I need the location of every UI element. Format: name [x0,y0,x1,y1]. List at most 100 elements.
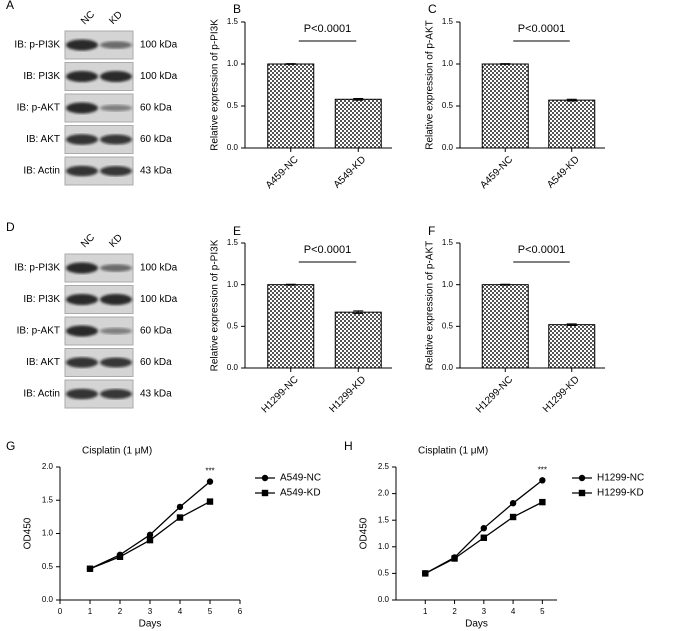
row-size: 100 kDa [140,71,178,82]
panel-label: E [233,224,241,238]
row-size: 60 kDa [140,326,172,337]
blot-band [100,104,132,112]
row-label: IB: p-PI3K [14,263,60,274]
y-tick-label: 2.0 [378,489,390,498]
significance: *** [205,467,214,476]
significance: *** [538,465,547,474]
row-label: IB: p-PI3K [14,40,60,51]
blot-band [66,262,98,274]
row-label: IB: PI3K [23,294,60,305]
lane-label: KD [107,232,125,250]
bar [481,63,529,149]
x-tick-label: 0 [58,607,63,616]
point [578,474,586,482]
y-tick-label: 1.5 [442,238,454,247]
panel-label: B [233,2,241,16]
blot-band [100,294,132,305]
p-value: P<0.0001 [304,23,351,35]
y-tick-label: 1.0 [442,280,454,289]
y-tick-label: 0.5 [227,101,239,110]
x-tick-label: A549-KD [545,154,581,190]
point [146,536,154,544]
y-tick-label: 1.0 [378,542,390,551]
y-axis-label: Relative expression of p-AKT [425,241,436,371]
blot-band [66,357,98,368]
point [261,489,269,497]
blot-band [66,294,98,305]
error-bar [285,63,296,65]
legend-label: H1299-KD [597,488,644,499]
error-bar [566,323,577,326]
p-value: P<0.0001 [518,23,565,35]
row-label: IB: Actin [23,389,60,400]
x-tick-label: 2 [452,607,457,616]
x-tick-label: 5 [208,607,213,616]
row-size: 60 kDa [140,134,172,145]
y-tick-label: 0.0 [42,595,54,604]
x-tick-label: A549-KD [332,154,368,190]
y-axis-label: Relative expression of p-PI3K [210,239,221,371]
y-tick-label: 2.5 [378,462,390,471]
blot-band [100,389,132,399]
row-label: IB: p-AKT [17,326,60,337]
row-label: IB: PI3K [23,71,60,82]
y-tick-label: 2.0 [42,462,54,471]
y-tick-label: 1.5 [442,17,454,26]
point [578,489,586,497]
row-size: 43 kDa [140,389,172,400]
chart-title: Cisplatin (1 μM) [418,446,488,457]
x-axis-label: Days [139,619,162,630]
error-bar [500,63,511,65]
legend-label: A549-NC [280,473,321,484]
y-tick-label: 1.0 [42,529,54,538]
row-label: IB: AKT [26,357,60,368]
point [451,555,458,562]
x-tick-label: H1299-KD [541,374,582,415]
x-tick-label: 3 [482,607,487,616]
row-size: 100 kDa [140,263,178,274]
y-tick-label: 1.5 [227,238,239,247]
y-tick-label: 1.5 [42,495,54,504]
x-tick-label: A459-NC [478,154,515,191]
point [480,524,488,532]
point [86,565,94,572]
y-tick-label: 0.5 [227,321,239,330]
y-tick-label: 0.5 [378,569,390,578]
panel-label: G [6,439,15,453]
blot-band [100,71,132,82]
y-axis-label: OD450 [359,517,370,549]
point [146,531,154,539]
x-tick-label: 4 [511,607,516,616]
panel-label: H [344,439,353,453]
blot-band [66,388,98,400]
blot-band [100,134,132,145]
bar [548,324,596,369]
row-label: IB: Actin [23,166,60,177]
lane-label: NC [79,232,97,250]
blot-band [100,327,132,335]
y-tick-label: 0.0 [442,143,454,152]
y-tick-label: 1.5 [227,17,239,26]
blot-band [66,71,98,82]
point [261,474,269,482]
row-size: 100 kDa [140,40,178,51]
y-tick-label: 0.5 [442,101,454,110]
x-tick-label: A459-NC [264,154,301,191]
blot-band [100,41,132,49]
error-bar [353,310,364,314]
x-tick-label: H1299-NC [474,374,515,415]
blot-band [66,325,98,337]
bar [334,98,382,149]
y-axis-label: Relative expression of p-AKT [425,20,436,150]
legend-label: H1299-NC [597,473,644,484]
x-tick-label: H1299-KD [327,374,368,415]
series-line [89,481,211,570]
x-tick-label: 4 [178,607,183,616]
error-bar [566,98,577,102]
x-tick-label: 3 [148,607,153,616]
point [539,498,546,506]
y-tick-label: 0.0 [378,595,390,604]
p-value: P<0.0001 [304,244,351,256]
blot-band [66,102,98,114]
